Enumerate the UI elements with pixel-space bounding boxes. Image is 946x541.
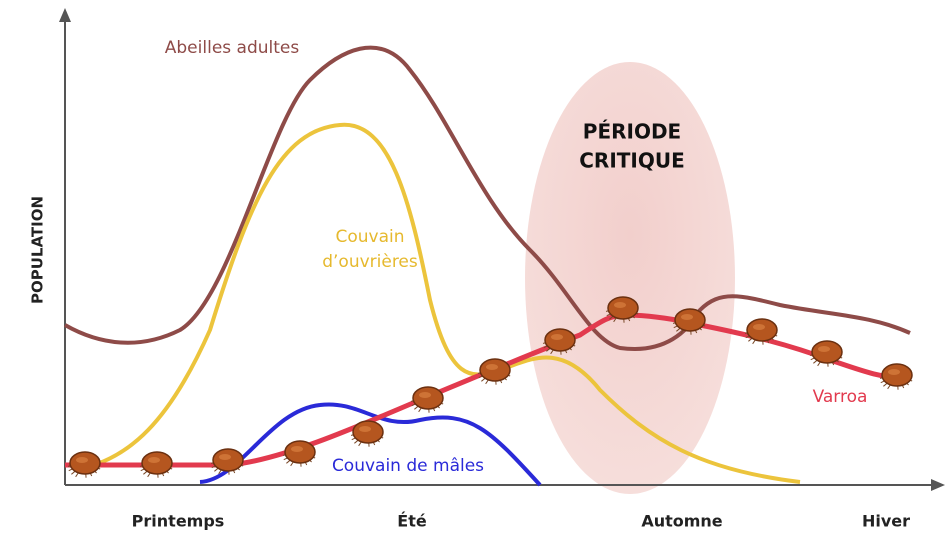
highlight-label: CRITIQUE (579, 149, 685, 173)
mite (411, 387, 443, 413)
x-label: Été (397, 512, 427, 531)
x-label: Printemps (132, 512, 225, 531)
axes (59, 8, 945, 491)
mite-part (608, 297, 638, 319)
mite (211, 449, 243, 475)
mites (68, 297, 912, 478)
mite (283, 441, 315, 467)
mite-part (213, 449, 243, 471)
highlight-label: PÉRIODE (583, 120, 681, 144)
mite-part (545, 329, 575, 351)
mite-part (681, 314, 693, 320)
mite (140, 452, 172, 478)
mite-part (70, 452, 100, 474)
mite-part (353, 421, 383, 443)
curve-label: Couvain (335, 227, 404, 247)
mite (68, 452, 100, 478)
mite-part (882, 364, 912, 386)
varroa-curve (65, 315, 905, 465)
x-label: Automne (641, 512, 722, 531)
mite-part (614, 302, 626, 308)
mite-part (480, 359, 510, 381)
curve-label: d’ouvrières (322, 252, 418, 272)
mite-part (291, 446, 303, 452)
mite-part (359, 426, 371, 432)
mite-part (747, 319, 777, 341)
adult-bees-curve (65, 48, 910, 349)
curve-label: Couvain de mâles (332, 456, 484, 476)
mite-part (419, 392, 431, 398)
mite-part (888, 369, 900, 375)
mite-part (818, 346, 830, 352)
mite-part (413, 387, 443, 409)
mite-part (551, 334, 563, 340)
mite (351, 421, 383, 447)
mite-part (142, 452, 172, 474)
mite-part (675, 309, 705, 331)
mite-part (148, 457, 160, 463)
x-label: Hiver (862, 512, 910, 531)
mite-part (486, 364, 498, 370)
curve-label: Abeilles adultes (165, 38, 300, 58)
mite-part (753, 324, 765, 330)
mite-part (285, 441, 315, 463)
mite (880, 364, 912, 390)
mite (478, 359, 510, 385)
mite-part (812, 341, 842, 363)
mite-part (219, 454, 231, 460)
diagram: POPULATION Printemps Été Automne Hiver A… (0, 0, 946, 537)
curve-label: Varroa (813, 387, 868, 407)
mite-part (76, 457, 88, 463)
y-axis-label: POPULATION (29, 196, 47, 304)
